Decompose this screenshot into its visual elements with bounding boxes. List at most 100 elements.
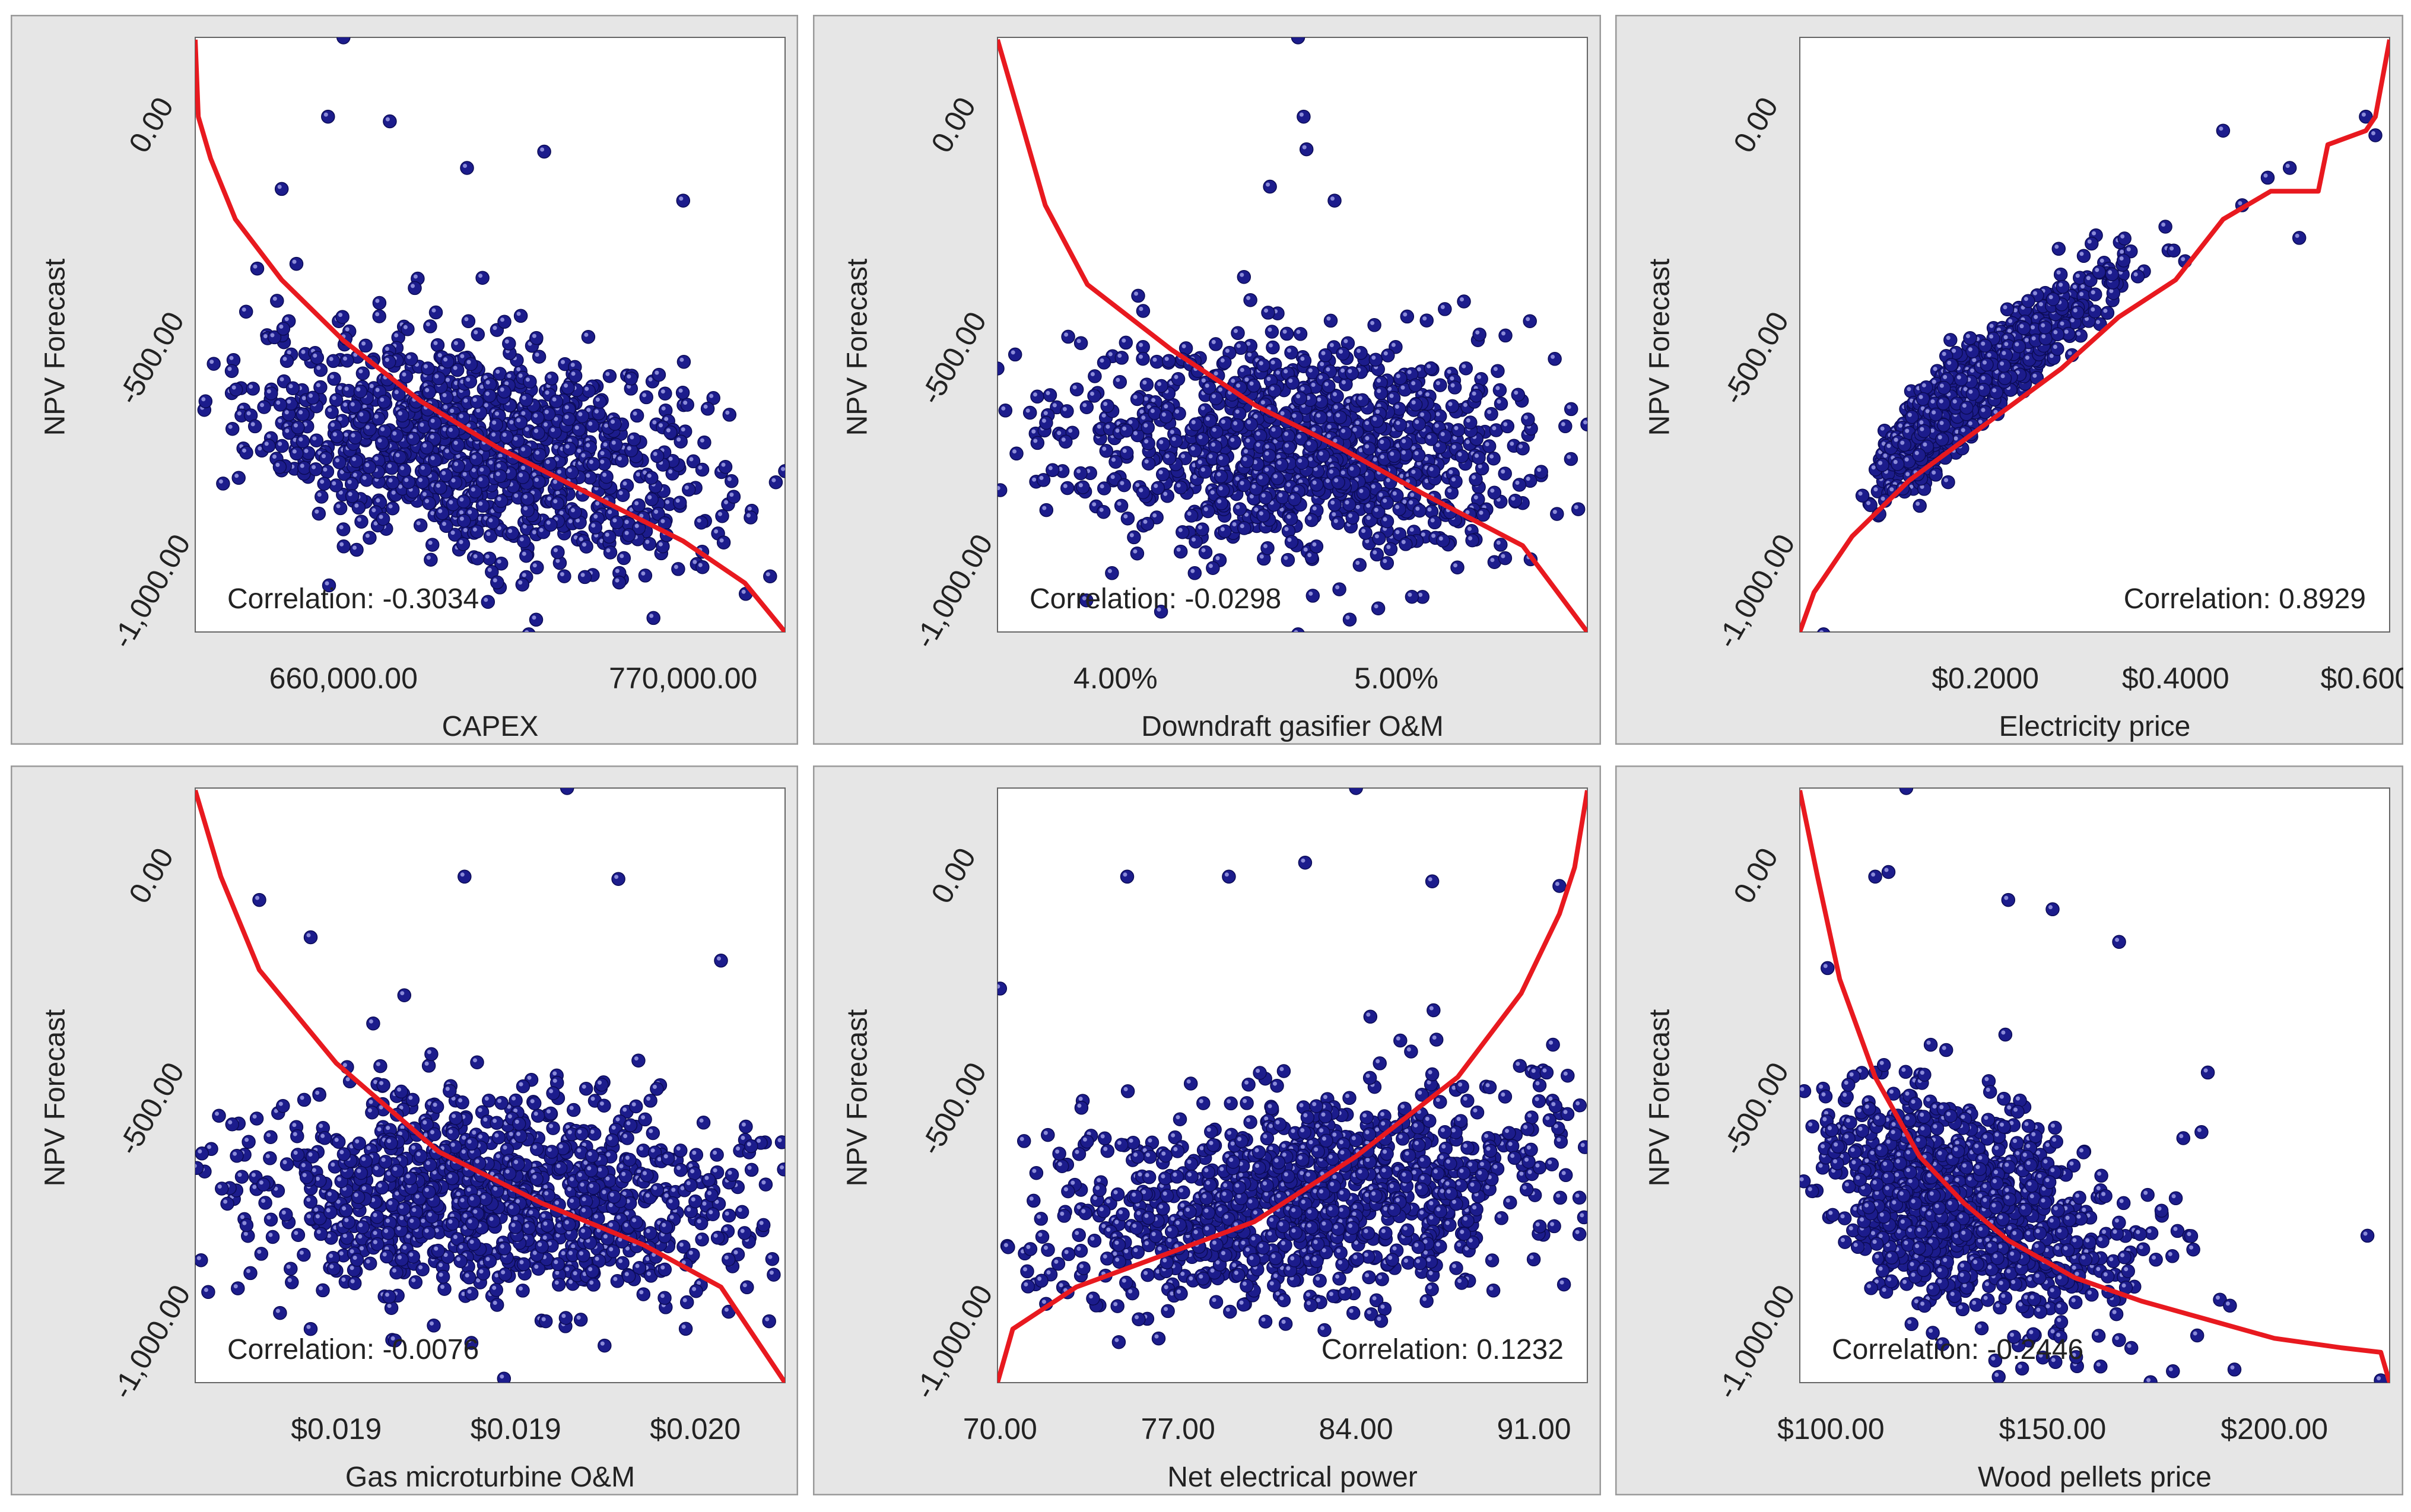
data-point-highlight (1355, 504, 1360, 509)
data-point (427, 415, 442, 430)
data-point-highlight (639, 513, 644, 518)
x-tick-label: 770,000.00 (609, 662, 757, 695)
data-point (296, 407, 310, 422)
data-point (1284, 345, 1298, 360)
data-point-highlight (361, 341, 366, 346)
data-point-highlight (466, 360, 471, 364)
data-point (1127, 530, 1141, 545)
data-point-highlight (1326, 367, 1330, 371)
data-point (609, 437, 623, 452)
data-point-highlight (246, 411, 251, 415)
data-point-highlight (1434, 423, 1439, 428)
data-point-highlight (468, 510, 472, 514)
data-point-highlight (1208, 454, 1213, 459)
data-point (663, 425, 678, 440)
data-point-highlight (1396, 374, 1400, 379)
data-point-highlight (539, 528, 544, 532)
data-point-highlight (287, 350, 291, 355)
data-point (317, 477, 331, 491)
data-point (1338, 425, 1352, 440)
data-point (1494, 396, 1508, 411)
data-point (413, 518, 428, 532)
data-point-highlight (522, 573, 526, 577)
data-point (1354, 346, 1368, 360)
data-point-highlight (544, 409, 549, 414)
data-point-highlight (1365, 421, 1370, 425)
data-point-highlight (1467, 526, 1472, 531)
data-point (374, 436, 389, 450)
data-point-highlight (1165, 454, 1170, 459)
data-point (273, 398, 288, 412)
data-point-highlight (534, 478, 539, 482)
data-point (695, 462, 710, 477)
data-point-highlight (1466, 418, 1470, 423)
data-point-highlight (352, 545, 357, 550)
data-point-highlight (771, 478, 776, 482)
data-point (382, 355, 396, 369)
data-point (1176, 525, 1190, 539)
data-point (239, 445, 253, 460)
data-point (422, 385, 436, 399)
data-point-highlight (1063, 484, 1068, 488)
data-point-highlight (508, 529, 513, 533)
data-point-highlight (1285, 443, 1289, 448)
data-point-highlight (449, 500, 453, 504)
data-point-highlight (1916, 501, 1920, 506)
data-point (603, 545, 618, 560)
data-point (1227, 434, 1242, 449)
data-point (1451, 423, 1466, 437)
data-point-highlight (1266, 182, 1270, 187)
data-point-highlight (516, 312, 521, 316)
data-point-highlight (1383, 517, 1387, 522)
data-point (517, 534, 531, 548)
data-point-highlight (460, 379, 465, 384)
data-point-highlight (1277, 460, 1282, 465)
data-point (1332, 582, 1346, 596)
data-point (341, 383, 356, 398)
y-axis-label: NPV Forecast (40, 259, 71, 436)
data-point-highlight (343, 402, 348, 407)
data-point (2085, 236, 2099, 251)
data-point-highlight (1287, 348, 1291, 353)
data-point (1214, 469, 1228, 484)
data-point-highlight (1157, 382, 1162, 386)
data-point (1465, 533, 1479, 548)
data-point-highlight (497, 497, 501, 501)
data-point (1189, 417, 1203, 431)
data-point-highlight (1431, 533, 1436, 538)
data-point (482, 389, 497, 403)
data-point (599, 469, 614, 484)
data-point-highlight (1259, 361, 1263, 366)
data-point-highlight (1052, 403, 1057, 408)
data-point (1299, 142, 1314, 157)
trend-line (195, 39, 785, 632)
data-point-highlight (1348, 513, 1353, 518)
data-point-highlight (301, 396, 306, 401)
data-point-highlight (1416, 367, 1421, 371)
data-point-highlight (264, 441, 269, 446)
data-point-highlight (1420, 412, 1425, 417)
data-point-highlight (1365, 436, 1370, 440)
data-point (582, 383, 596, 398)
data-point-highlight (721, 462, 726, 467)
data-point-highlight (479, 467, 484, 472)
data-point-highlight (1123, 514, 1128, 519)
data-point (336, 37, 351, 45)
data-point-highlight (1339, 350, 1343, 354)
data-point (1550, 507, 1564, 521)
data-point (1318, 348, 1333, 363)
data-point-highlight (495, 472, 500, 477)
data-point-highlight (1210, 490, 1215, 495)
data-point (279, 354, 294, 369)
y-axis-label: NPV Forecast (842, 259, 873, 436)
data-point (608, 417, 622, 431)
data-point-highlight (1465, 440, 1470, 444)
data-point (571, 423, 586, 437)
data-point-highlight (1332, 512, 1336, 517)
data-point (1119, 423, 1133, 438)
data-point-highlight (459, 516, 464, 521)
data-point-highlight (1386, 478, 1390, 482)
data-point-highlight (648, 377, 653, 382)
data-point (1500, 419, 1515, 434)
data-point (1195, 522, 1209, 536)
